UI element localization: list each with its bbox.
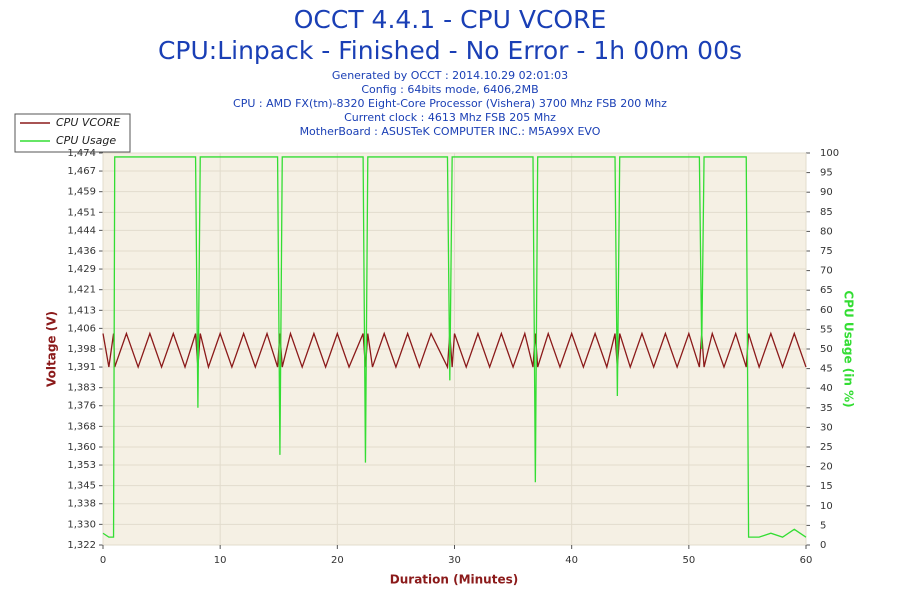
y-tick-label: 1,345 bbox=[67, 481, 96, 492]
y-tick-label: 1,436 bbox=[67, 246, 96, 257]
x-tick-label: 50 bbox=[682, 555, 695, 566]
y2-tick-label: 65 bbox=[820, 285, 833, 296]
y-tick-label: 1,406 bbox=[67, 323, 96, 334]
y-tick-label: 1,474 bbox=[67, 148, 96, 159]
y2-tick-label: 95 bbox=[820, 168, 833, 179]
y2-tick-label: 45 bbox=[820, 364, 833, 375]
y-tick-label: 1,429 bbox=[67, 264, 96, 275]
y-tick-label: 1,338 bbox=[67, 499, 96, 510]
y2-tick-label: 0 bbox=[820, 540, 826, 551]
y2-tick-label: 20 bbox=[820, 462, 833, 473]
info-line: Config : 64bits mode, 6406,2MB bbox=[361, 83, 538, 96]
y-tick-label: 1,398 bbox=[67, 344, 96, 355]
x-tick-label: 40 bbox=[565, 555, 578, 566]
y2-tick-label: 40 bbox=[820, 383, 833, 394]
y-tick-label: 1,391 bbox=[67, 362, 96, 373]
x-tick-label: 0 bbox=[100, 555, 106, 566]
y2-tick-label: 55 bbox=[820, 324, 833, 335]
y2-tick-label: 80 bbox=[820, 226, 833, 237]
y2-tick-label: 100 bbox=[820, 148, 839, 159]
y2-tick-label: 75 bbox=[820, 246, 833, 257]
x-tick-label: 20 bbox=[331, 555, 344, 566]
y-tick-label: 1,322 bbox=[67, 540, 96, 551]
y2-tick-label: 50 bbox=[820, 344, 833, 355]
y2-tick-label: 85 bbox=[820, 207, 833, 218]
y-tick-label: 1,376 bbox=[67, 401, 96, 412]
y2-tick-label: 5 bbox=[820, 520, 826, 531]
y-tick-label: 1,451 bbox=[67, 207, 96, 218]
y2-tick-label: 25 bbox=[820, 442, 833, 453]
y2-tick-label: 15 bbox=[820, 481, 833, 492]
y2-tick-label: 10 bbox=[820, 501, 833, 512]
y-axis-label: Voltage (V) bbox=[45, 311, 59, 387]
chart-subtitle: CPU:Linpack - Finished - No Error - 1h 0… bbox=[158, 36, 742, 65]
y2-tick-label: 70 bbox=[820, 266, 833, 277]
y-tick-label: 1,444 bbox=[67, 225, 96, 236]
y2-tick-label: 90 bbox=[820, 187, 833, 198]
series-line bbox=[102, 331, 807, 370]
x-tick-label: 10 bbox=[214, 555, 227, 566]
y-tick-label: 1,360 bbox=[67, 442, 96, 453]
legend-label: CPU Usage bbox=[56, 134, 116, 147]
x-tick-label: 30 bbox=[448, 555, 461, 566]
series-line bbox=[102, 156, 807, 538]
x-axis-label: Duration (Minutes) bbox=[390, 573, 518, 587]
y-tick-label: 1,353 bbox=[67, 460, 96, 471]
legend-label: CPU VCORE bbox=[56, 116, 120, 129]
y-tick-label: 1,368 bbox=[67, 421, 96, 432]
y2-axis-label: CPU Usage (in %) bbox=[842, 290, 856, 407]
x-tick-label: 60 bbox=[800, 555, 813, 566]
info-line: Generated by OCCT : 2014.10.29 02:01:03 bbox=[332, 69, 568, 82]
legend bbox=[14, 113, 131, 153]
y-tick-label: 1,330 bbox=[67, 519, 96, 530]
y2-tick-label: 35 bbox=[820, 403, 833, 414]
y-tick-label: 1,467 bbox=[67, 166, 96, 177]
y-tick-label: 1,459 bbox=[67, 187, 96, 198]
y2-tick-label: 30 bbox=[820, 422, 833, 433]
info-line: Current clock : 4613 Mhz FSB 205 Mhz bbox=[344, 111, 556, 124]
chart-title: OCCT 4.4.1 - CPU VCORE bbox=[294, 5, 607, 34]
info-line: MotherBoard : ASUSTeK COMPUTER INC.: M5A… bbox=[300, 125, 601, 138]
info-line: CPU : AMD FX(tm)-8320 Eight-Core Process… bbox=[233, 97, 667, 110]
y-tick-label: 1,413 bbox=[67, 305, 96, 316]
y2-tick-label: 60 bbox=[820, 305, 833, 316]
y-tick-label: 1,421 bbox=[67, 285, 96, 296]
y-tick-label: 1,383 bbox=[67, 383, 96, 394]
